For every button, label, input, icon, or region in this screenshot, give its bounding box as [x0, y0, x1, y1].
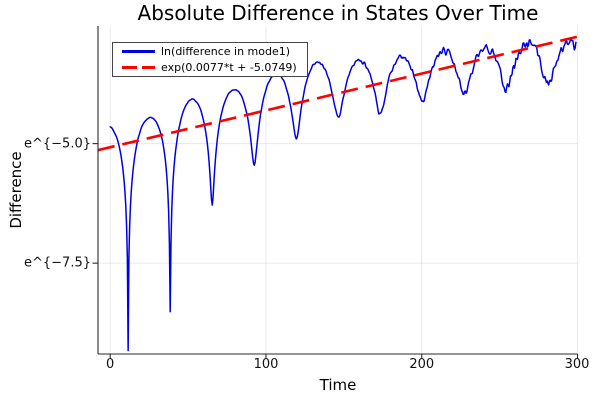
- legend-item-exp-fit: exp(0.0077*t + -5.0749): [113, 60, 307, 76]
- legend: ln(difference in mode1) exp(0.0077*t + -…: [112, 42, 308, 77]
- chart-title: Absolute Difference in States Over Time: [137, 1, 539, 25]
- legend-line-sample-solid: [122, 50, 155, 53]
- x-tick-label-100: 100: [253, 357, 279, 372]
- series-line-exp-fit: [97, 35, 578, 152]
- legend-label: exp(0.0077*t + -5.0749): [161, 60, 297, 74]
- y-tick-label-e-5: e^{−5.0}: [24, 136, 91, 152]
- legend-label: ln(difference in mode1): [161, 44, 291, 58]
- x-tick-label-200: 200: [409, 357, 435, 372]
- series-line-difference: [109, 38, 577, 352]
- x-axis-label: Time: [319, 376, 357, 394]
- legend-item-difference: ln(difference in mode1): [113, 44, 307, 60]
- x-tick-label-300: 300: [564, 357, 590, 372]
- legend-line-sample-dashed: [122, 66, 155, 69]
- y-tick-label-e-7-5: e^{−7.5}: [24, 255, 91, 271]
- x-tick-label-0: 0: [106, 357, 115, 372]
